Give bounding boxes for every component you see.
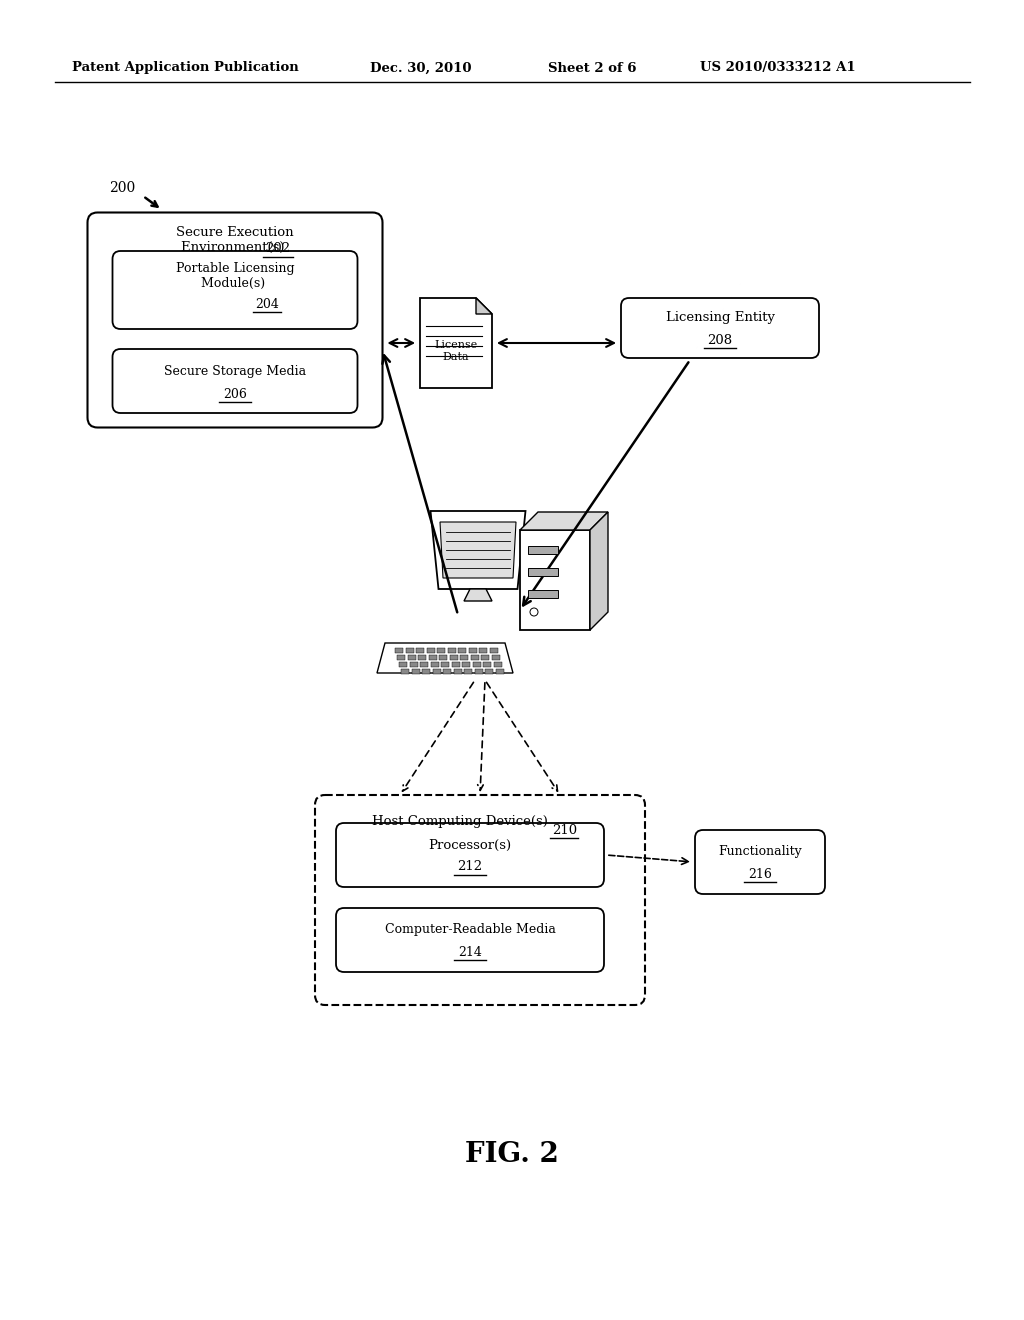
FancyBboxPatch shape <box>87 213 383 428</box>
Text: US 2010/0333212 A1: US 2010/0333212 A1 <box>700 62 856 74</box>
Bar <box>447 648 456 653</box>
Bar <box>412 669 420 675</box>
Text: Secure Execution
Environment(s): Secure Execution Environment(s) <box>176 226 294 253</box>
FancyBboxPatch shape <box>336 822 604 887</box>
Bar <box>397 655 406 660</box>
Text: 200: 200 <box>109 181 135 195</box>
FancyBboxPatch shape <box>113 251 357 329</box>
Polygon shape <box>464 589 492 601</box>
Bar <box>430 663 438 667</box>
Bar <box>437 648 445 653</box>
Text: Dec. 30, 2010: Dec. 30, 2010 <box>370 62 471 74</box>
Bar <box>492 655 500 660</box>
Text: 206: 206 <box>223 388 247 400</box>
Bar <box>450 655 458 660</box>
Bar <box>494 663 502 667</box>
Bar <box>464 669 472 675</box>
Bar <box>489 648 498 653</box>
Bar <box>406 648 414 653</box>
Bar <box>472 663 480 667</box>
Text: 210: 210 <box>552 824 578 837</box>
Bar <box>483 663 490 667</box>
Text: 216: 216 <box>749 867 772 880</box>
Bar <box>528 546 558 554</box>
Bar <box>399 663 407 667</box>
Bar <box>443 669 451 675</box>
Bar <box>520 531 590 630</box>
Text: License
Data: License Data <box>434 339 477 362</box>
Bar <box>428 655 436 660</box>
Polygon shape <box>520 512 608 531</box>
Text: 204: 204 <box>255 297 279 310</box>
Bar <box>432 669 440 675</box>
Bar <box>528 590 558 598</box>
Text: FIG. 2: FIG. 2 <box>465 1142 559 1168</box>
Text: Portable Licensing
Module(s): Portable Licensing Module(s) <box>176 261 294 290</box>
Bar <box>427 648 434 653</box>
Polygon shape <box>430 511 525 589</box>
Circle shape <box>530 609 538 616</box>
Bar <box>474 669 482 675</box>
Text: Functionality: Functionality <box>718 846 802 858</box>
Bar <box>458 648 466 653</box>
Text: Processor(s): Processor(s) <box>428 838 512 851</box>
Text: Patent Application Publication: Patent Application Publication <box>72 62 299 74</box>
Bar <box>395 648 403 653</box>
Text: Host Computing Device(s): Host Computing Device(s) <box>372 816 548 829</box>
Text: 202: 202 <box>265 242 290 255</box>
Bar <box>422 669 430 675</box>
Polygon shape <box>590 512 608 630</box>
FancyBboxPatch shape <box>315 795 645 1005</box>
Bar <box>470 655 478 660</box>
Bar <box>528 568 558 576</box>
Bar <box>410 663 418 667</box>
Text: 208: 208 <box>708 334 732 346</box>
Bar <box>479 648 487 653</box>
Bar <box>454 669 462 675</box>
Polygon shape <box>440 521 516 578</box>
FancyBboxPatch shape <box>695 830 825 894</box>
Bar <box>420 663 428 667</box>
Bar <box>452 663 460 667</box>
Bar <box>481 655 489 660</box>
FancyBboxPatch shape <box>621 298 819 358</box>
Bar <box>485 669 493 675</box>
Text: 212: 212 <box>458 861 482 874</box>
Text: Licensing Entity: Licensing Entity <box>666 312 774 325</box>
Bar <box>416 648 424 653</box>
FancyBboxPatch shape <box>336 908 604 972</box>
Polygon shape <box>377 643 513 673</box>
Bar <box>418 655 426 660</box>
Polygon shape <box>420 298 492 388</box>
Bar <box>469 648 476 653</box>
Bar <box>460 655 468 660</box>
Bar <box>462 663 470 667</box>
Polygon shape <box>476 298 492 314</box>
Text: Computer-Readable Media: Computer-Readable Media <box>385 924 555 936</box>
Bar <box>439 655 447 660</box>
Text: 214: 214 <box>458 945 482 958</box>
FancyBboxPatch shape <box>113 348 357 413</box>
Bar <box>401 669 409 675</box>
Bar <box>496 669 504 675</box>
Text: Secure Storage Media: Secure Storage Media <box>164 364 306 378</box>
Text: Sheet 2 of 6: Sheet 2 of 6 <box>548 62 637 74</box>
Bar <box>408 655 416 660</box>
Bar <box>441 663 449 667</box>
